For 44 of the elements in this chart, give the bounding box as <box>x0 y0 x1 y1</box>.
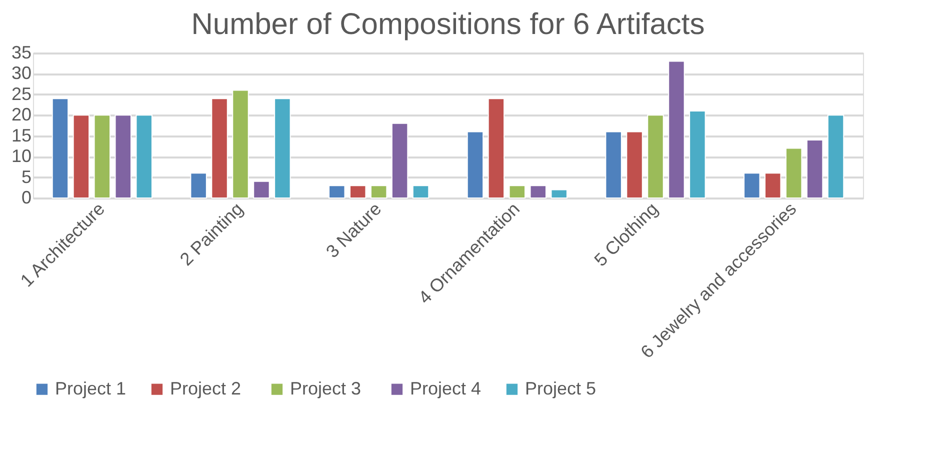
y-tick-label: 15 <box>11 125 32 146</box>
y-tick-label: 10 <box>11 146 32 166</box>
y-tick-label: 5 <box>21 166 32 187</box>
bar <box>550 189 568 198</box>
legend-label: Project 2 <box>170 378 242 398</box>
y-tick-label: 30 <box>11 63 32 84</box>
bar <box>370 185 388 198</box>
bar <box>274 98 291 198</box>
bar <box>190 172 207 198</box>
bar <box>466 131 484 198</box>
bar <box>605 131 622 198</box>
bar <box>94 114 111 198</box>
bar <box>530 185 546 198</box>
bar <box>488 98 505 198</box>
bar <box>827 114 844 198</box>
bar <box>744 172 760 198</box>
bar <box>114 114 132 198</box>
bar <box>72 114 90 198</box>
bar <box>52 98 69 198</box>
bar <box>785 148 802 198</box>
bar <box>211 98 228 198</box>
bar <box>350 185 366 198</box>
bar <box>136 114 152 198</box>
y-tick-label: 20 <box>11 104 32 125</box>
bar <box>764 172 782 198</box>
bar <box>668 60 685 198</box>
bar <box>508 185 526 198</box>
y-tick-label: 0 <box>21 188 32 208</box>
bar <box>232 90 249 198</box>
bar <box>806 140 824 198</box>
bar <box>626 131 643 198</box>
legend-label: Project 5 <box>525 378 596 398</box>
legend-label: Project 3 <box>290 378 362 398</box>
bar <box>391 122 408 198</box>
bar <box>647 114 664 198</box>
chart-title: Number of Compositions for 6 Artifacts <box>191 8 705 41</box>
bar <box>253 180 270 198</box>
bar <box>328 185 346 198</box>
y-tick-label: 25 <box>11 84 32 104</box>
legend-label: Project 1 <box>55 378 126 398</box>
y-tick-label: 35 <box>11 42 32 62</box>
bar <box>412 185 430 198</box>
bar <box>689 110 706 198</box>
legend-label: Project 4 <box>410 378 482 398</box>
